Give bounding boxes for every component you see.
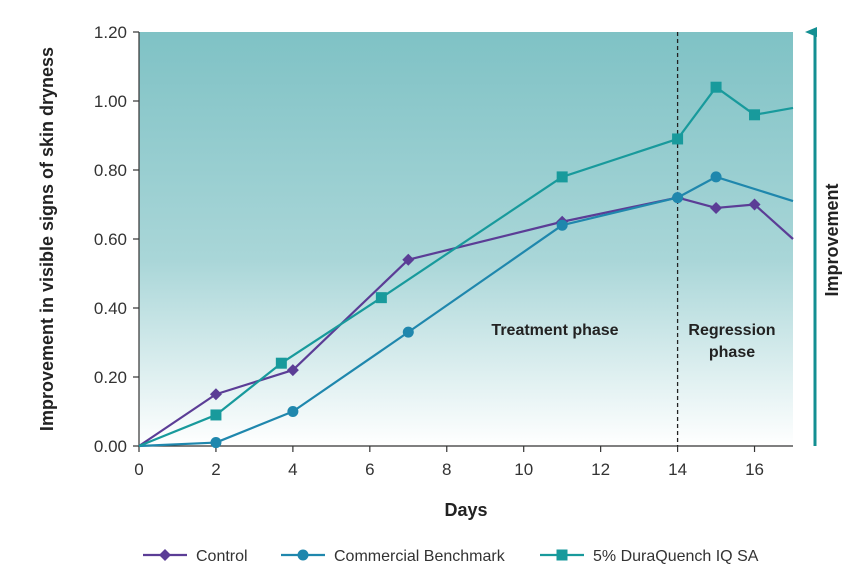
data-point-5-duraquench-iq-sa bbox=[210, 409, 222, 421]
y-tick-label: 0.00 bbox=[94, 437, 127, 456]
data-point-control bbox=[748, 198, 761, 211]
data-point-commercial-benchmark bbox=[402, 326, 414, 338]
y-tick-label: 0.80 bbox=[94, 161, 127, 180]
x-axis: 0 2 4 6 8 10 12 14 16 bbox=[134, 445, 793, 479]
x-tick-label: 10 bbox=[514, 460, 533, 479]
legend-item-control: Control bbox=[143, 548, 248, 565]
y-axis-title: Improvement in visible signs of skin dry… bbox=[37, 47, 57, 431]
y-axis: 0.00 0.20 0.40 0.60 0.80 1.00 1.20 bbox=[94, 23, 140, 456]
legend-item-5-duraquench-iq-sa: 5% DuraQuench IQ SA bbox=[540, 548, 759, 565]
data-point-5-duraquench-iq-sa bbox=[275, 357, 287, 369]
data-point-control bbox=[286, 364, 299, 377]
data-point-5-duraquench-iq-sa bbox=[672, 133, 684, 145]
x-tick-label: 0 bbox=[134, 460, 143, 479]
legend-marker-control bbox=[159, 549, 171, 561]
data-point-control bbox=[209, 388, 222, 401]
data-point-commercial-benchmark bbox=[287, 406, 299, 417]
legend-label-control: Control bbox=[196, 548, 248, 565]
x-tick-label: 14 bbox=[668, 460, 687, 479]
data-point-commercial-benchmark bbox=[672, 192, 684, 204]
series-5-duraquench-iq-sa bbox=[138, 81, 794, 448]
treatment-phase-label: Treatment phase bbox=[491, 322, 618, 339]
data-point-5-duraquench-iq-sa bbox=[375, 292, 387, 304]
y-tick-label: 1.20 bbox=[94, 23, 127, 42]
data-point-5-duraquench-iq-sa bbox=[556, 171, 568, 183]
legend: Control Commercial Benchmark 5% DuraQuench… bbox=[143, 548, 759, 565]
data-point-control bbox=[710, 201, 723, 214]
x-tick-label: 16 bbox=[745, 460, 764, 479]
series-layer bbox=[138, 81, 794, 449]
legend-marker-5-duraquench-iq-sa bbox=[556, 549, 568, 561]
series-line-commercial-benchmark bbox=[138, 175, 794, 448]
y-tick-label: 0.60 bbox=[94, 230, 127, 249]
data-point-commercial-benchmark bbox=[710, 171, 722, 183]
legend-label-commercial-benchmark: Commercial Benchmark bbox=[334, 548, 506, 565]
x-axis-title: Days bbox=[444, 500, 487, 520]
y-tick-label: 1.00 bbox=[94, 92, 127, 111]
data-point-control bbox=[402, 253, 415, 266]
plot-background bbox=[139, 32, 793, 446]
data-point-commercial-benchmark bbox=[210, 437, 222, 449]
data-point-commercial-benchmark bbox=[556, 219, 568, 231]
x-tick-label: 8 bbox=[442, 460, 451, 479]
improvement-arrow-label: Improvement bbox=[822, 183, 842, 296]
legend-marker-commercial-benchmark bbox=[297, 549, 309, 561]
regression-phase-label-line1: Regression bbox=[688, 322, 775, 339]
regression-phase-label-line2: phase bbox=[709, 344, 755, 361]
x-tick-label: 2 bbox=[211, 460, 220, 479]
legend-label-5-duraquench-iq-sa: 5% DuraQuench IQ SA bbox=[593, 548, 759, 565]
data-point-5-duraquench-iq-sa bbox=[749, 109, 761, 121]
x-tick-label: 4 bbox=[288, 460, 297, 479]
x-tick-label: 12 bbox=[591, 460, 610, 479]
x-tick-label: 6 bbox=[365, 460, 374, 479]
series-commercial-benchmark bbox=[138, 171, 794, 449]
y-tick-label: 0.20 bbox=[94, 368, 127, 387]
legend-item-commercial-benchmark: Commercial Benchmark bbox=[281, 548, 506, 565]
data-point-5-duraquench-iq-sa bbox=[710, 81, 722, 93]
y-tick-label: 0.40 bbox=[94, 299, 127, 318]
